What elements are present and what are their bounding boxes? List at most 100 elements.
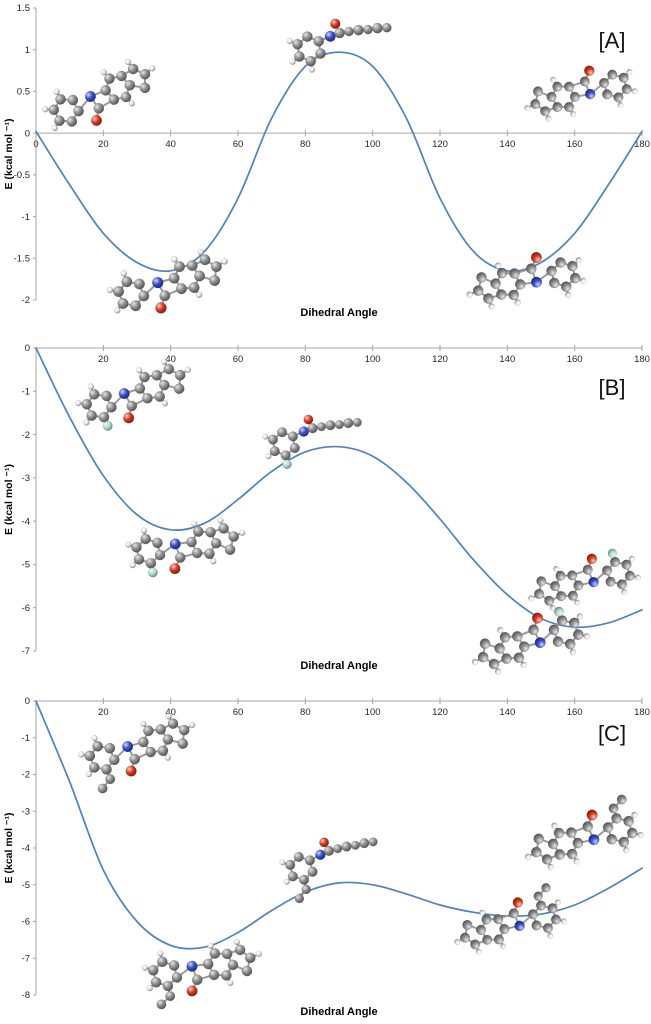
atom-hydrogen xyxy=(279,859,286,866)
atom-carbon xyxy=(528,909,539,920)
atom-hydrogen xyxy=(500,943,507,950)
atom-hydrogen xyxy=(497,626,504,634)
atom-carbon xyxy=(277,427,288,438)
atom-oxygen xyxy=(512,897,524,908)
x-tick-label: 100 xyxy=(365,707,381,718)
atom-carbon xyxy=(334,420,344,430)
atom-hydrogen xyxy=(146,985,153,992)
atom-carbon xyxy=(244,952,256,964)
x-tick-label: 140 xyxy=(499,354,515,365)
atom-carbon xyxy=(124,79,136,91)
atom-carbon xyxy=(567,590,578,601)
atom-hydrogen xyxy=(164,754,172,761)
atom-hydrogen xyxy=(191,520,198,528)
atom-carbon xyxy=(514,279,526,290)
atom-carbon xyxy=(363,24,373,35)
atom-carbon xyxy=(150,976,162,988)
atom-nitrogen xyxy=(514,920,525,932)
atom-carbon xyxy=(131,541,142,553)
atom-hydrogen xyxy=(494,262,502,269)
atom-carbon xyxy=(129,753,141,765)
atom-carbon xyxy=(512,631,523,642)
atom-carbon xyxy=(501,653,512,664)
y-tick-label: -0.5 xyxy=(14,170,30,181)
atom-carbon xyxy=(165,991,176,1002)
atom-carbon xyxy=(316,422,326,432)
atom-carbon xyxy=(285,859,296,870)
atom-carbon xyxy=(315,48,326,59)
atom-carbon xyxy=(168,960,180,971)
atom-nitrogen xyxy=(588,834,600,846)
atom-hydrogen xyxy=(547,863,554,871)
atom-nitrogen xyxy=(298,426,309,437)
panel-label: [A] xyxy=(599,28,626,53)
atom-hydrogen xyxy=(165,713,172,720)
atom-carbon xyxy=(209,948,221,959)
atom-carbon xyxy=(227,959,239,971)
atom-carbon xyxy=(48,104,60,116)
atom-carbon xyxy=(352,417,362,427)
atom-carbon xyxy=(209,275,221,287)
x-tick-label: 100 xyxy=(365,354,381,365)
atom-carbon xyxy=(621,84,632,95)
atom-carbon xyxy=(133,278,145,290)
y-tick-label: 0.5 xyxy=(17,87,30,98)
atom-oxygen xyxy=(586,809,598,821)
atom-hydrogen xyxy=(551,822,558,829)
y-tick-label: -3 xyxy=(22,806,30,817)
y-tick-label: -4 xyxy=(22,843,30,854)
atom-carbon xyxy=(178,724,190,736)
atom-carbon xyxy=(611,813,622,824)
atom-carbon xyxy=(532,86,544,97)
atom-carbon xyxy=(490,278,501,289)
atom-hydrogen xyxy=(623,847,630,854)
atom-hydrogen xyxy=(227,979,234,987)
x-tick-label: 160 xyxy=(567,354,583,365)
atom-carbon xyxy=(553,827,565,839)
atom-carbon xyxy=(292,38,303,50)
molecule-twisted xyxy=(524,65,638,122)
y-tick-label: -1 xyxy=(22,733,30,744)
atom-carbon xyxy=(67,94,79,106)
atom-carbon xyxy=(573,580,584,591)
atom-hydrogen xyxy=(91,735,98,742)
atom-carbon xyxy=(556,591,567,602)
atom-carbon xyxy=(54,115,65,127)
atom-hydrogen xyxy=(149,65,156,72)
atom-carbon xyxy=(171,972,183,983)
atom-carbon xyxy=(541,854,553,865)
atom-carbon xyxy=(550,914,561,925)
x-axis-title: Dihedral Angle xyxy=(300,307,377,319)
atom-hydrogen xyxy=(195,291,203,299)
atom-carbon xyxy=(565,827,577,838)
atom-carbon xyxy=(305,55,317,67)
atom-carbon xyxy=(624,570,635,581)
atom-carbon xyxy=(162,734,174,745)
molecule-twisted-Et xyxy=(141,938,263,1010)
atom-hydrogen xyxy=(570,111,577,117)
atom-carbon xyxy=(509,268,520,279)
x-tick-label: 120 xyxy=(432,707,448,718)
atom-carbon xyxy=(191,547,203,559)
atom-carbon xyxy=(84,750,96,762)
atom-carbon xyxy=(147,964,159,976)
atom-carbon xyxy=(199,254,211,266)
atom-carbon xyxy=(205,526,216,538)
atom-carbon xyxy=(143,725,154,737)
atom-hydrogen xyxy=(197,248,204,256)
atom-hydrogen xyxy=(524,853,532,860)
atom-carbon xyxy=(210,261,222,273)
x-tick-label: 80 xyxy=(300,354,311,365)
atom-carbon xyxy=(138,290,150,302)
atom-hydrogen xyxy=(545,115,552,122)
atom-oxygen xyxy=(155,302,167,314)
atom-carbon xyxy=(572,837,584,849)
atom-oxygen xyxy=(584,65,595,76)
atom-carbon xyxy=(552,636,564,647)
atom-carbon xyxy=(477,651,489,663)
y-tick-label: -1 xyxy=(22,212,30,223)
atom-hydrogen xyxy=(85,770,93,778)
x-tick-label: 20 xyxy=(98,139,109,150)
molecule-twisted-F xyxy=(528,548,641,611)
atom-carbon xyxy=(582,821,594,832)
